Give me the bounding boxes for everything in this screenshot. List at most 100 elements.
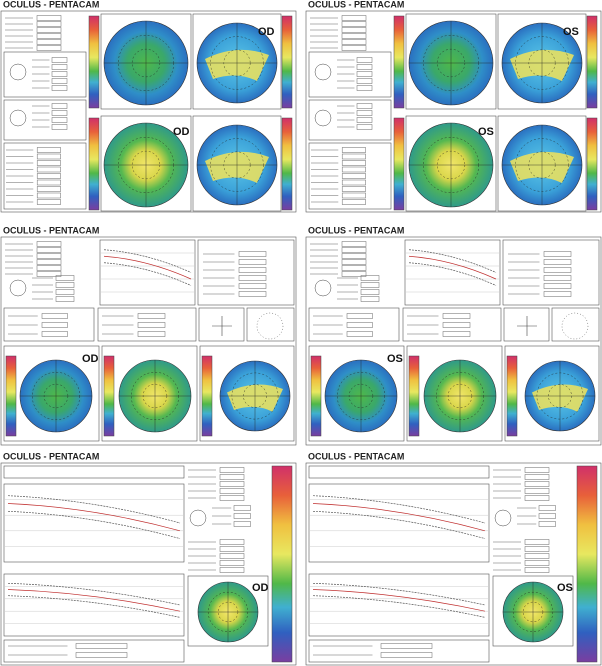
- color-scale: [310, 355, 322, 437]
- box: [402, 307, 502, 342]
- field-box: [51, 85, 68, 91]
- field-box: [219, 553, 245, 559]
- field-box: [341, 160, 366, 166]
- axis-dial: [314, 109, 332, 127]
- color-scale: [281, 117, 293, 211]
- field-box: [219, 467, 245, 473]
- graph: [404, 239, 501, 306]
- graph-curve: [103, 255, 192, 280]
- field-box: [524, 546, 550, 552]
- box: [100, 13, 192, 110]
- field-box: [360, 289, 380, 295]
- field-box: [233, 505, 251, 511]
- field-box: [219, 481, 245, 487]
- field-box: [341, 153, 366, 160]
- graph: [99, 239, 196, 306]
- panel-title: OCULUS - PENTACAM: [3, 451, 99, 461]
- axis-dial: [314, 63, 332, 81]
- field-box: [36, 33, 62, 39]
- field-box: [543, 259, 572, 265]
- field-box: [55, 282, 75, 288]
- box: [497, 13, 587, 110]
- color-scale: [88, 15, 100, 109]
- graph-curve: [312, 495, 486, 524]
- field-box: [51, 117, 68, 123]
- field-box: [341, 192, 366, 199]
- color-scale: [393, 117, 405, 211]
- field-box: [238, 259, 267, 265]
- field-box: [36, 259, 62, 265]
- box: [504, 345, 600, 442]
- field-box: [36, 192, 61, 199]
- panel: [305, 236, 602, 446]
- field-box: [341, 21, 367, 27]
- field-box: [238, 267, 267, 273]
- field-box: [442, 322, 471, 328]
- field-box: [543, 267, 572, 273]
- field-box: [524, 467, 550, 473]
- field-box: [341, 265, 367, 271]
- field-box: [36, 39, 62, 45]
- eye-label: OD: [258, 26, 275, 38]
- graph: [308, 573, 490, 637]
- field-box: [36, 21, 62, 27]
- box: [3, 142, 87, 210]
- graph-curve: [7, 589, 181, 612]
- eye-label: OD: [252, 582, 269, 594]
- color-scale: [393, 15, 405, 109]
- field-box: [356, 103, 373, 109]
- field-box: [36, 199, 61, 205]
- graph: [308, 483, 490, 563]
- axis-dial: [314, 279, 332, 297]
- field-box: [238, 275, 267, 281]
- box: [3, 465, 185, 479]
- field-box: [341, 253, 367, 259]
- box: [492, 575, 574, 647]
- field-box: [341, 39, 367, 45]
- field-box: [524, 474, 550, 480]
- eye-label: OS: [478, 126, 494, 138]
- color-scale: [271, 465, 293, 663]
- box: [405, 13, 497, 110]
- box: [308, 639, 490, 663]
- field-box: [341, 147, 366, 153]
- graph: [3, 483, 185, 563]
- field-box: [51, 110, 68, 116]
- axis-dial: [9, 63, 27, 81]
- field-box: [219, 560, 245, 566]
- box: [187, 575, 269, 647]
- field-box: [341, 179, 366, 186]
- dial: [256, 312, 284, 340]
- field-box: [356, 64, 373, 70]
- box: [97, 307, 197, 342]
- field-box: [55, 275, 75, 281]
- field-box: [524, 567, 550, 573]
- field-box: [341, 199, 366, 205]
- color-scale: [88, 117, 100, 211]
- graph-curve: [7, 503, 181, 532]
- box: [246, 307, 295, 342]
- field-box: [524, 539, 550, 545]
- field-box: [543, 251, 572, 257]
- field-box: [75, 643, 128, 649]
- field-box: [137, 313, 166, 319]
- field-box: [380, 652, 433, 658]
- field-box: [341, 15, 367, 21]
- field-box: [36, 153, 61, 160]
- axis-dial: [189, 509, 207, 527]
- color-scale: [281, 15, 293, 109]
- field-box: [341, 271, 367, 277]
- field-box: [36, 186, 61, 192]
- field-box: [341, 241, 367, 247]
- field-box: [524, 481, 550, 487]
- field-box: [346, 313, 373, 319]
- field-box: [36, 271, 62, 277]
- box: [101, 345, 198, 442]
- field-box: [219, 495, 245, 501]
- box: [503, 307, 550, 342]
- graph-curve: [7, 510, 181, 539]
- field-box: [238, 291, 267, 297]
- field-box: [524, 560, 550, 566]
- box: [406, 345, 503, 442]
